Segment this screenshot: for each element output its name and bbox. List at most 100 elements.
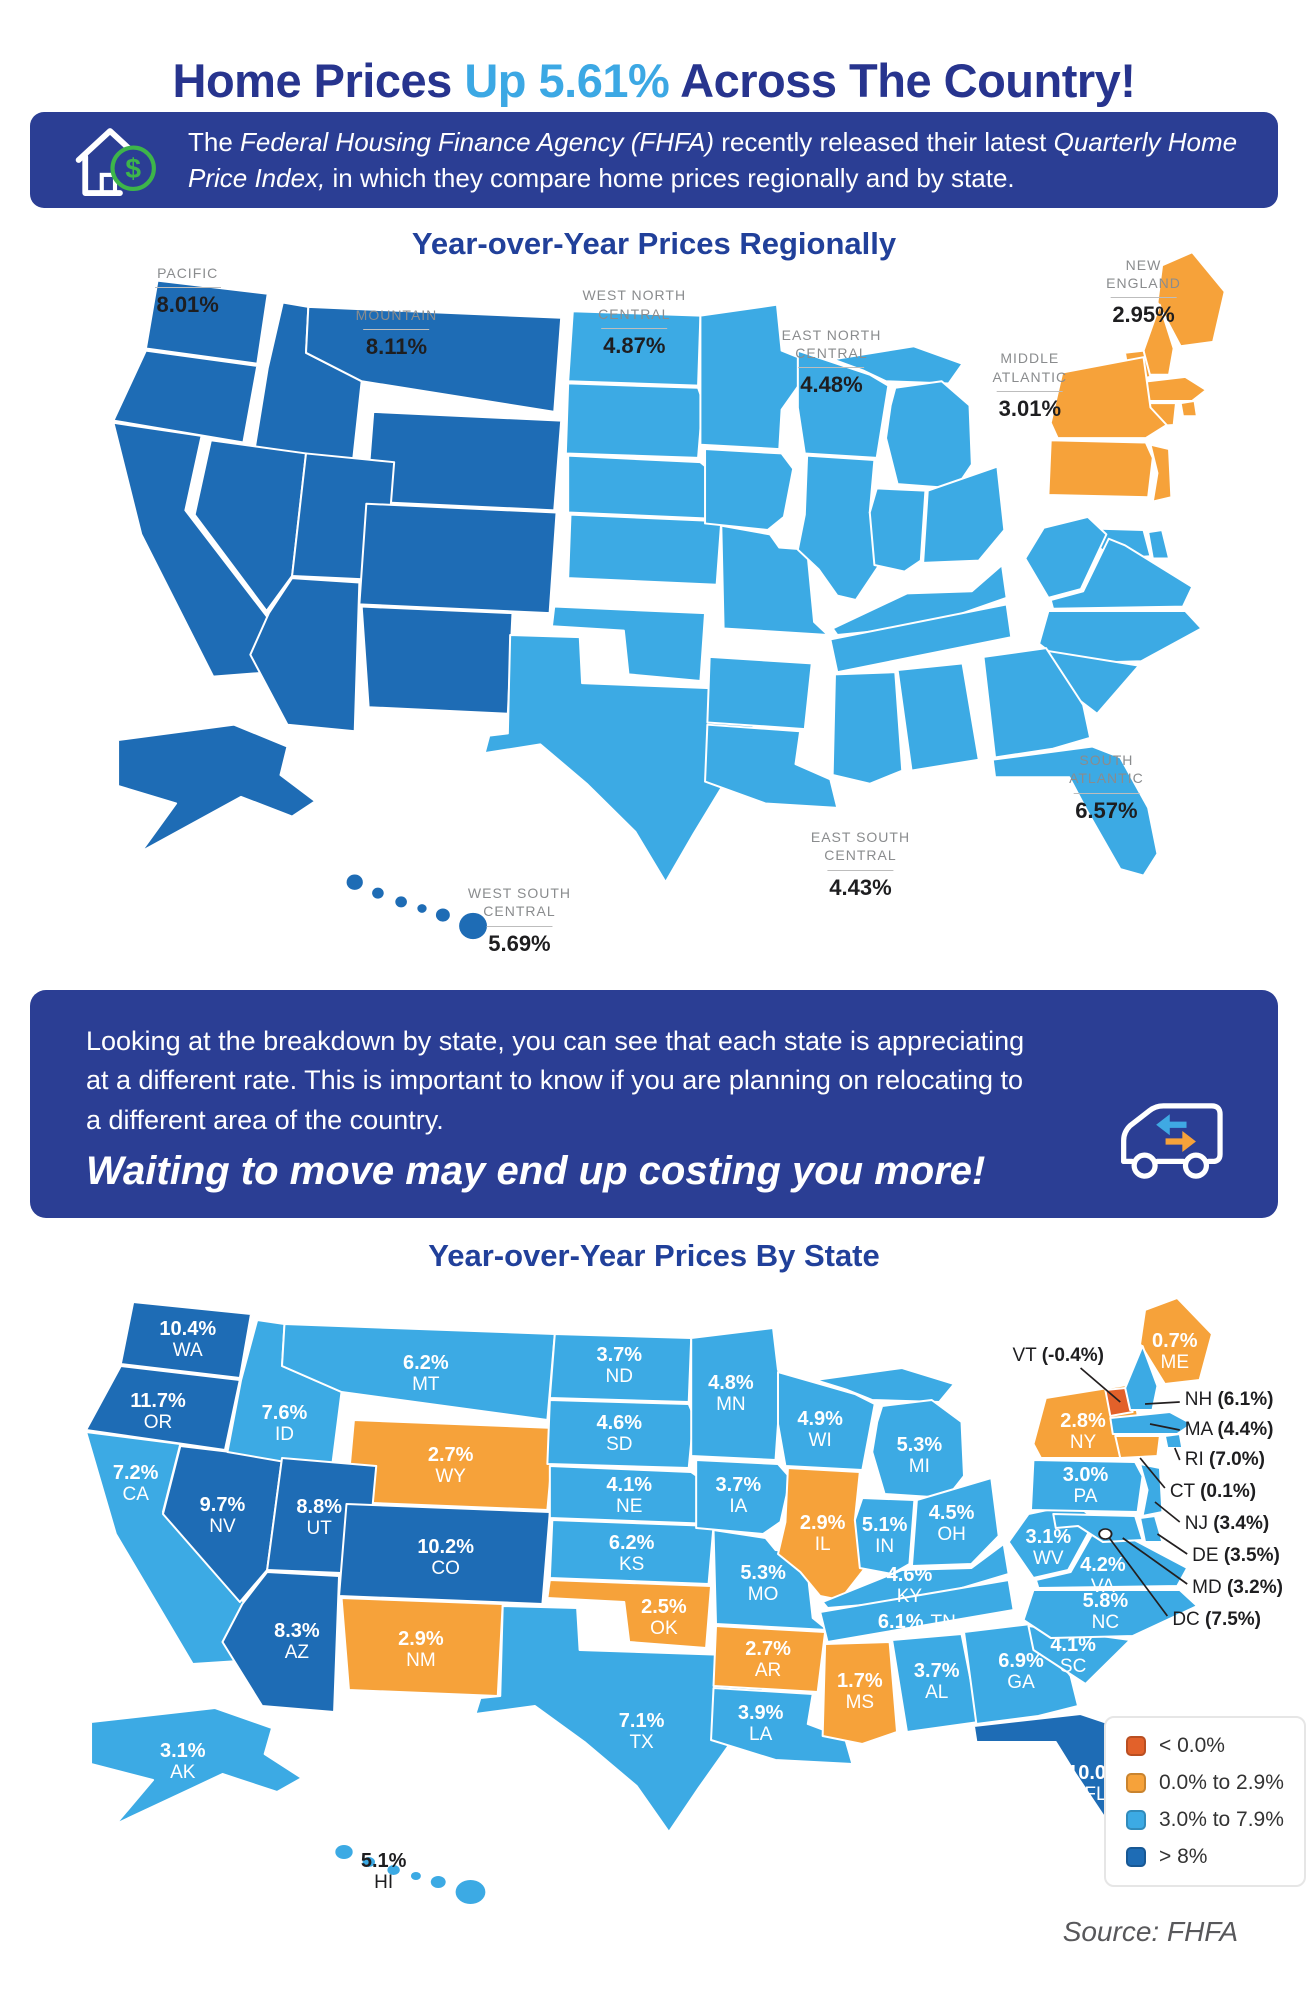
state-value: 2.8% bbox=[1060, 1410, 1106, 1433]
state-label-oh: 4.5% OH bbox=[929, 1502, 975, 1546]
page-title: Home Prices Up 5.61% Across The Country! bbox=[0, 53, 1308, 108]
legend-label: 3.0% to 7.9% bbox=[1159, 1808, 1284, 1831]
state-shape-ar bbox=[707, 657, 811, 729]
dc-marker bbox=[1098, 1528, 1113, 1540]
state-abbr: IL bbox=[814, 1534, 831, 1556]
callout-line-ri bbox=[1175, 1448, 1180, 1460]
state-value: 4.9% bbox=[797, 1408, 843, 1431]
state-shape-mi bbox=[815, 1368, 954, 1402]
state-label-az: 8.3% AZ bbox=[274, 1620, 320, 1664]
state-label-la: 3.9% LA bbox=[738, 1702, 784, 1746]
title-part1: Home Prices bbox=[172, 54, 465, 108]
state-abbr: GA bbox=[1007, 1672, 1035, 1694]
banner-text-segment: Federal Housing Finance Agency (FHFA) bbox=[240, 126, 714, 157]
state-abbr: AR bbox=[754, 1660, 782, 1682]
state-label-hi: 5.1% HI bbox=[361, 1850, 407, 1894]
legend-item-low: 0.0% to 2.9% bbox=[1126, 1771, 1284, 1795]
state-label-ms: 1.7% MS bbox=[837, 1670, 883, 1714]
state-shape-mi bbox=[833, 346, 963, 383]
region-west_north_central bbox=[566, 305, 828, 635]
regional-map-heading: Year-over-Year Prices Regionally bbox=[411, 226, 897, 261]
region-label-east_north_central: EAST NORTH CENTRAL 4.48% bbox=[782, 326, 882, 398]
state-label-in: 5.1% IN bbox=[862, 1514, 908, 1558]
state-shape-in bbox=[870, 488, 926, 571]
state-label-ga: 6.9% GA bbox=[998, 1650, 1044, 1694]
state-label-nm: 2.9% NM bbox=[398, 1628, 444, 1672]
region-name: CENTRAL bbox=[824, 847, 897, 864]
regional-map-svg bbox=[74, 250, 1234, 940]
state-shape-hi-isl3 bbox=[410, 1872, 421, 1880]
state-abbr: MS bbox=[845, 1692, 875, 1714]
state-value: 4.2% bbox=[1080, 1554, 1126, 1577]
state-shape-nd bbox=[550, 1334, 691, 1402]
state-shape-ok bbox=[552, 607, 705, 681]
region-label-east_south_central: EAST SOUTH CENTRAL 4.43% bbox=[811, 828, 910, 900]
state-value: 3.7% bbox=[913, 1660, 960, 1683]
state-value: 5.3% bbox=[896, 1434, 943, 1457]
region-name: EAST NORTH bbox=[781, 326, 882, 343]
state-shape-fl bbox=[993, 747, 1158, 876]
state-label-ar: 2.7% AR bbox=[745, 1638, 791, 1682]
state-shape-hi-isl2 bbox=[387, 1865, 400, 1875]
state-value: 3.9% bbox=[737, 1702, 784, 1725]
state-value: 0.7% bbox=[1152, 1330, 1198, 1353]
state-shape-wa bbox=[146, 281, 268, 364]
state-shape-or bbox=[113, 351, 257, 443]
state-value: 9.7% bbox=[199, 1494, 246, 1517]
region-label-divider bbox=[486, 925, 553, 927]
state-abbr: VA bbox=[1090, 1576, 1115, 1598]
legend-swatch-low bbox=[1126, 1773, 1146, 1793]
region-name: SOUTH bbox=[1079, 752, 1134, 769]
state-shape-ia bbox=[696, 1460, 790, 1534]
state-label-co: 10.2% CO bbox=[417, 1536, 474, 1580]
state-map: 10.4% WA 11.7% OR 7.2% CA 9.7% NV 7.6% ID 6.2% MT 2.… bbox=[34, 1272, 1283, 1912]
state-abbr: PA bbox=[1073, 1486, 1098, 1508]
legend-swatch-gt8 bbox=[1126, 1847, 1146, 1867]
state-shape-oh bbox=[912, 1478, 999, 1566]
state-abbr: WI bbox=[808, 1430, 832, 1452]
state-map-svg bbox=[34, 1272, 1274, 1904]
state-label-mi: 5.3% MI bbox=[897, 1434, 943, 1478]
region-label-divider bbox=[1110, 296, 1177, 298]
state-shape-hi-isl2 bbox=[395, 896, 407, 908]
state-shape-co bbox=[339, 1504, 550, 1604]
state-value: 11.7% bbox=[130, 1390, 186, 1413]
state-value: 4.6% bbox=[886, 1564, 933, 1587]
state-shape-sd bbox=[566, 383, 703, 457]
legend-item-mid: 3.0% to 7.9% bbox=[1126, 1808, 1284, 1832]
state-value: 7.1% bbox=[618, 1710, 665, 1733]
region-value: 4.87% bbox=[603, 332, 666, 358]
message-emphasis: Waiting to move may end up costing you m… bbox=[86, 1149, 986, 1193]
state-shape-va bbox=[1036, 1524, 1187, 1588]
state-label-ky: 4.6% KY bbox=[887, 1564, 933, 1608]
state-shape-ky bbox=[833, 565, 1007, 635]
state-value: 5.1% bbox=[360, 1850, 407, 1873]
state-shape-ar bbox=[714, 1626, 826, 1692]
state-abbr: OK bbox=[650, 1618, 678, 1640]
state-shape-me bbox=[1157, 252, 1224, 346]
state-shape-tn bbox=[820, 1580, 1013, 1642]
state-abbr: FL bbox=[1084, 1784, 1107, 1806]
region-middle_atlantic bbox=[1048, 357, 1171, 501]
state-value: 6.1% bbox=[877, 1610, 924, 1633]
callout-line-dc bbox=[1108, 1536, 1168, 1616]
state-abbr: AK bbox=[170, 1762, 196, 1784]
callout-label-md: MD (3.2%) bbox=[1192, 1577, 1283, 1598]
state-label-va: 4.2% VA bbox=[1080, 1554, 1126, 1598]
region-name: PACIFIC bbox=[157, 265, 219, 281]
region-name: ATLANTIC bbox=[992, 368, 1068, 385]
state-abbr: NV bbox=[209, 1516, 236, 1538]
state-shape-oh bbox=[923, 467, 1004, 563]
region-label-divider bbox=[154, 287, 221, 289]
banner-text-segment: recently released their latest bbox=[714, 126, 1054, 157]
state-shape-la bbox=[711, 1688, 852, 1764]
state-value: 8.3% bbox=[274, 1620, 320, 1643]
state-abbr: SC bbox=[1059, 1656, 1087, 1678]
state-shape-ak bbox=[118, 725, 315, 852]
state-shape-ak bbox=[91, 1708, 302, 1824]
region-name: ENGLAND bbox=[1106, 274, 1181, 291]
state-abbr: AL bbox=[925, 1682, 949, 1704]
state-value: 4.1% bbox=[606, 1474, 652, 1497]
title-part2: Across The Country! bbox=[669, 54, 1136, 108]
state-abbr: OR bbox=[143, 1412, 173, 1434]
